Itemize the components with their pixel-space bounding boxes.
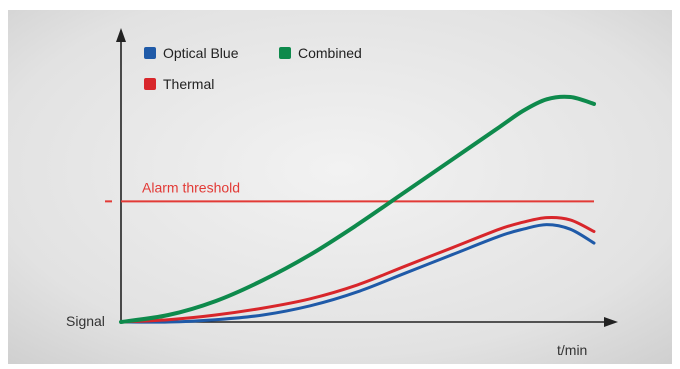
y-axis-arrow <box>116 28 126 42</box>
alarm-threshold-label: Alarm threshold <box>142 179 240 195</box>
legend-swatch-optical-blue <box>144 47 156 59</box>
chart-background <box>8 10 672 364</box>
series-line-optical-blue <box>119 223 596 324</box>
legend-swatch-thermal <box>144 78 156 90</box>
series-line-combined <box>119 94 596 324</box>
legend-swatch-combined <box>279 47 291 59</box>
y-axis-label: Signal <box>66 313 105 329</box>
series-line-thermal <box>119 215 596 324</box>
x-axis-label: t/min <box>557 342 587 358</box>
x-axis-arrow <box>604 317 618 327</box>
chart-panel: Signal t/min Alarm threshold Optical Blu… <box>8 10 672 364</box>
legend: Optical Blue Combined Thermal <box>144 45 362 92</box>
chart: Signal t/min Alarm threshold Optical Blu… <box>8 10 672 364</box>
legend-label-combined: Combined <box>298 45 362 61</box>
legend-label-optical-blue: Optical Blue <box>163 45 239 61</box>
legend-label-thermal: Thermal <box>163 76 214 92</box>
